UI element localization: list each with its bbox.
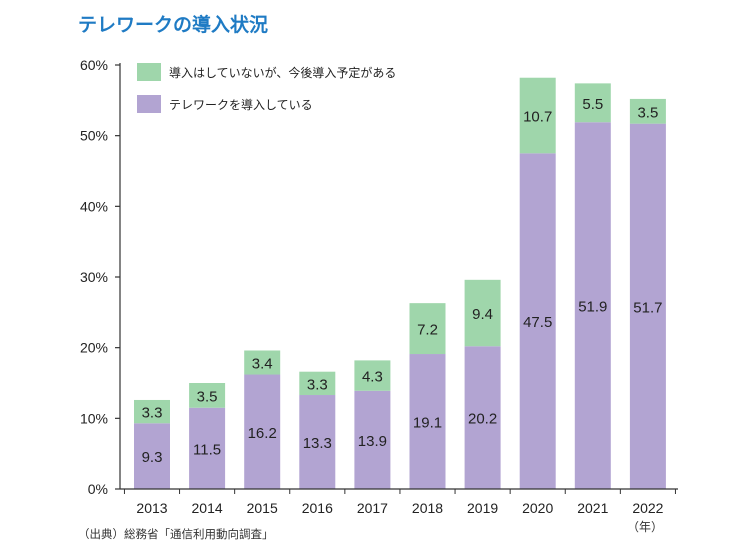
axes: 2013 2014 2015 2016 2017 2018 2019 2020 2021 2022…: [80, 57, 678, 516]
y-tick-label-1: 10%: [80, 410, 108, 426]
bar-introduced-2015: [244, 374, 281, 489]
legend-swatch-introduced: [137, 95, 161, 113]
bar-introduced-2018: [409, 354, 446, 489]
x-tick-label-2018: 2018: [412, 500, 443, 516]
bar-introduced-2022: [629, 123, 666, 490]
y-tick-label-2: 20%: [80, 340, 108, 356]
source-note: （出典）総務省「通信利用動向調査」: [78, 527, 274, 541]
data-label-introduced-2014: 11.5: [193, 441, 221, 458]
legend-label-introduced: テレワークを導入している: [169, 98, 313, 112]
data-label-planned-2016: 3.3: [307, 376, 328, 393]
x-tick-label-2020: 2020: [522, 500, 553, 516]
data-label-introduced-2019: 20.2: [468, 411, 497, 428]
bar-planned-2017: [354, 360, 391, 391]
x-tick-label-2014: 2014: [192, 500, 223, 516]
y-tick-label-0: 0%: [88, 481, 108, 497]
y-tick-label-6: 60%: [80, 57, 108, 73]
y-tick-label-5: 50%: [80, 128, 108, 144]
x-tick-label-2021: 2021: [577, 500, 608, 516]
bar-planned-2022: [629, 98, 666, 124]
data-label-planned-2014: 3.5: [197, 388, 218, 405]
data-label-introduced-2020: 47.5: [523, 314, 552, 331]
bar-introduced-2017: [354, 390, 391, 489]
data-label-planned-2018: 7.2: [417, 322, 438, 339]
y-tick-label-3: 30%: [80, 269, 108, 285]
x-tick-label-2016: 2016: [302, 500, 333, 516]
bar-introduced-2014: [189, 407, 226, 489]
data-label-introduced-2017: 13.9: [358, 433, 387, 450]
data-label-introduced-2013: 9.3: [142, 449, 163, 466]
x-tick-label-2017: 2017: [357, 500, 388, 516]
data-label-planned-2022: 3.5: [637, 104, 658, 121]
bar-introduced-2019: [464, 346, 501, 489]
bar-introduced-2020: [519, 153, 556, 490]
bar-planned-2019: [464, 279, 501, 347]
bars: 9.3 3.3 11.5 3.5 16.2 3.4 13.3 3.3 13.9 4.3 19.1 7.…: [134, 77, 666, 490]
bar-planned-2016: [299, 371, 336, 396]
data-label-introduced-2021: 51.9: [578, 299, 607, 316]
data-label-planned-2017: 4.3: [362, 369, 383, 386]
bar-introduced-2021: [574, 122, 611, 490]
x-tick-label-2013: 2013: [136, 500, 167, 516]
bar-planned-2021: [574, 83, 611, 123]
legend-swatch-planned: [137, 63, 161, 81]
bar-planned-2020: [519, 77, 556, 154]
bar-introduced-2013: [134, 423, 170, 489]
data-label-planned-2020: 10.7: [523, 109, 552, 126]
data-label-introduced-2015: 16.2: [248, 425, 277, 442]
data-label-planned-2021: 5.5: [582, 96, 603, 113]
data-label-introduced-2022: 51.7: [633, 299, 662, 316]
data-label-introduced-2018: 19.1: [413, 415, 442, 432]
bar-planned-2014: [189, 383, 226, 408]
chart-title: テレワークの導入状況: [78, 14, 269, 36]
bar-planned-2015: [244, 350, 281, 375]
data-label-planned-2019: 9.4: [472, 306, 493, 323]
legend: 導入はしていないが、今後導入予定がある テレワークを導入している: [137, 63, 396, 113]
legend-label-planned: 導入はしていないが、今後導入予定がある: [169, 65, 396, 80]
bar-introduced-2016: [299, 395, 336, 489]
x-tick-label-2019: 2019: [467, 500, 498, 516]
x-tick-label-2022: 2022: [632, 500, 663, 516]
bar-planned-2013: [134, 399, 170, 424]
data-label-planned-2013: 3.3: [142, 405, 163, 422]
x-tick-label-2015: 2015: [247, 500, 278, 516]
data-label-planned-2015: 3.4: [252, 356, 273, 373]
data-label-introduced-2016: 13.3: [303, 435, 332, 452]
bar-planned-2018: [409, 303, 446, 355]
y-tick-label-4: 40%: [80, 198, 108, 214]
x-axis-unit: （年）: [627, 520, 664, 534]
